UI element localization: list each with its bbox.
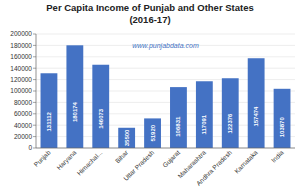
bar xyxy=(92,65,109,148)
chart: Per Capita Income of Punjab and Other St… xyxy=(0,0,300,195)
bar xyxy=(196,81,213,148)
data-label: 146073 xyxy=(98,108,104,129)
x-tick-label: Himachal... xyxy=(76,149,104,177)
bar xyxy=(41,73,58,148)
x-axis: PunjabHaryanaHimachal... BiharUttar Prade… xyxy=(32,148,285,187)
y-tick-label: 160000 xyxy=(10,53,32,60)
y-tick-label: 60000 xyxy=(14,110,32,117)
y-tick-label: 120000 xyxy=(10,76,32,83)
y-tick xyxy=(33,148,36,149)
x-tick-label: Punjab xyxy=(32,148,52,168)
data-label: 157474 xyxy=(253,106,259,127)
y-tick xyxy=(33,56,36,57)
data-labels: 131112 180174 146073 35500 51920 106831 117091… xyxy=(46,101,285,146)
y-tick xyxy=(33,45,36,46)
y-tick-label: 140000 xyxy=(10,65,32,72)
y-tick xyxy=(33,68,36,69)
x-tick-label: Andhra Pradesh xyxy=(195,148,233,186)
x-tick-label: Karnataka xyxy=(233,148,259,174)
bars xyxy=(41,45,291,148)
data-label: 180174 xyxy=(72,101,78,122)
data-label: 117091 xyxy=(201,114,207,134)
data-label: 51920 xyxy=(150,124,156,141)
title: Per Capita Income of Punjab and Other St… xyxy=(46,2,253,25)
title-line: Per Capita Income of Punjab and Other St… xyxy=(46,2,253,13)
watermark: www.punjabdata.com xyxy=(132,42,199,50)
y-tick-label: 180000 xyxy=(10,42,32,49)
data-label: 122376 xyxy=(227,113,233,134)
y-tick xyxy=(33,102,36,103)
y-tick xyxy=(33,125,36,126)
x-tick-label: Uttar Pradesh xyxy=(122,148,156,182)
y-tick-label: 40000 xyxy=(14,122,32,129)
data-label: 35500 xyxy=(124,129,130,146)
data-label: 131112 xyxy=(46,112,52,132)
bar xyxy=(170,87,187,148)
grid xyxy=(36,34,295,148)
grid-line xyxy=(36,148,295,149)
bar xyxy=(274,89,291,148)
y-tick-label: 0 xyxy=(28,144,32,151)
y-tick xyxy=(33,136,36,137)
y-axis-line xyxy=(36,34,37,148)
y-tick-label: 200000 xyxy=(10,30,32,37)
y-tick-label: 80000 xyxy=(14,99,32,106)
y-tick xyxy=(33,113,36,114)
y-tick xyxy=(33,91,36,92)
y-tick xyxy=(33,79,36,80)
data-label: 106831 xyxy=(175,116,181,137)
bar xyxy=(222,78,239,148)
x-tick-label: Bihar xyxy=(114,148,130,164)
x-axis-line xyxy=(36,148,295,149)
y-tick-label: 20000 xyxy=(14,133,32,140)
bar xyxy=(248,58,265,148)
title-line: (2016-17) xyxy=(129,14,170,25)
x-tick-label: Gujarat xyxy=(161,149,182,170)
bar xyxy=(144,118,161,148)
bar xyxy=(118,128,135,148)
y-axis: 0 20000 40000 60000 80000 100000 120000 140000 1… xyxy=(10,30,36,151)
grid-line xyxy=(36,34,295,35)
y-tick xyxy=(33,34,36,35)
data-label: 103870 xyxy=(279,117,285,138)
x-tick-label: Haryana xyxy=(55,148,78,171)
bar xyxy=(66,45,83,148)
y-tick-label: 100000 xyxy=(10,87,32,94)
x-tick-label: India xyxy=(270,148,285,163)
